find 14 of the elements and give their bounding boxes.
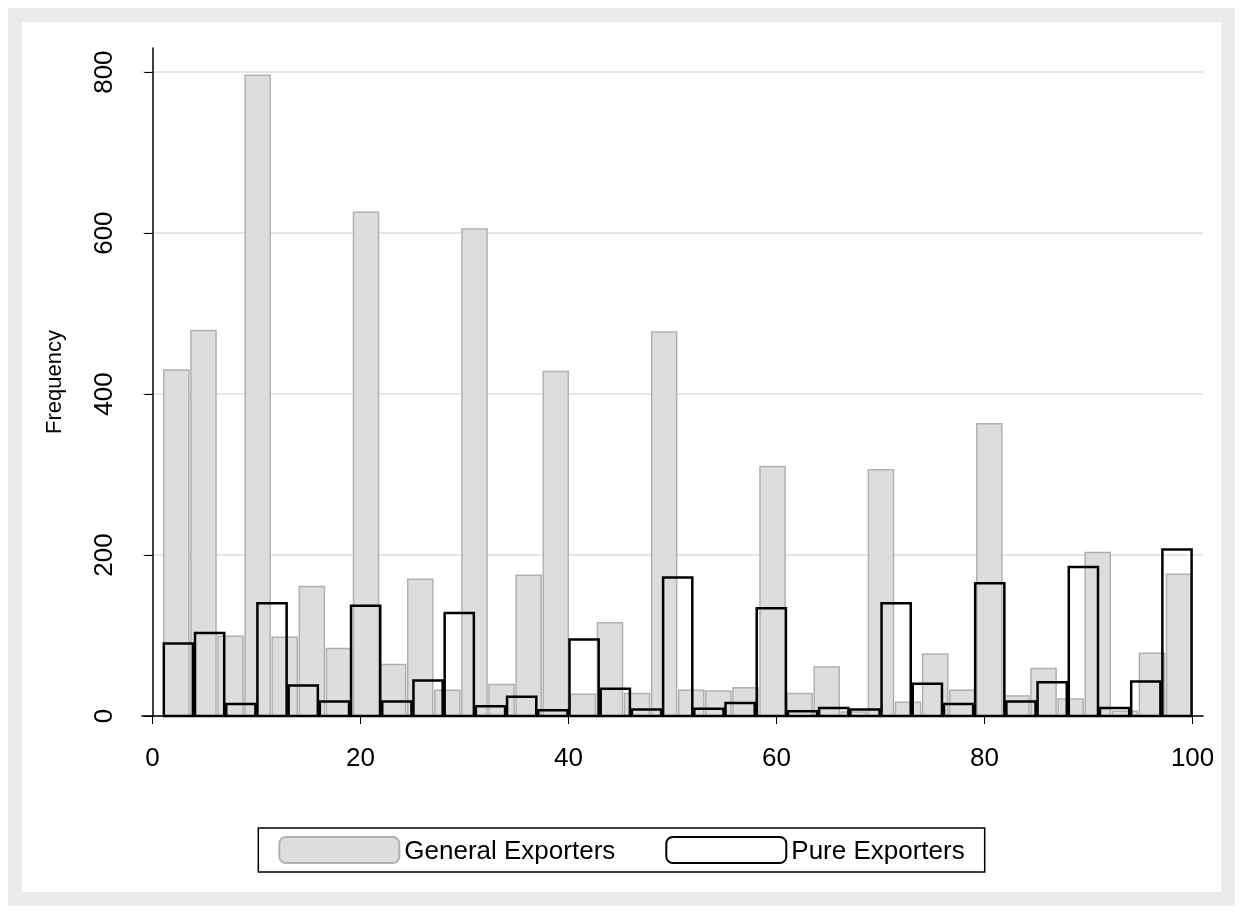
y-tick-label: 400 bbox=[88, 372, 118, 416]
y-tick-label: 200 bbox=[88, 533, 118, 577]
legend-label: General Exporters bbox=[404, 835, 616, 865]
x-tick-label: 0 bbox=[145, 742, 160, 772]
y-tick-label: 600 bbox=[88, 211, 118, 255]
y-axis-title: Frequency bbox=[40, 330, 66, 434]
y-tick-label: 0 bbox=[88, 708, 118, 724]
x-tick-label: 60 bbox=[762, 742, 791, 772]
x-tick-label: 40 bbox=[554, 742, 583, 772]
y-tick-label: 800 bbox=[88, 50, 118, 94]
legend-label: Pure Exporters bbox=[791, 835, 965, 865]
x-tick-label: 20 bbox=[345, 742, 375, 772]
x-tick-label: 100 bbox=[1170, 742, 1215, 772]
x-tick-label: 80 bbox=[970, 742, 1000, 772]
